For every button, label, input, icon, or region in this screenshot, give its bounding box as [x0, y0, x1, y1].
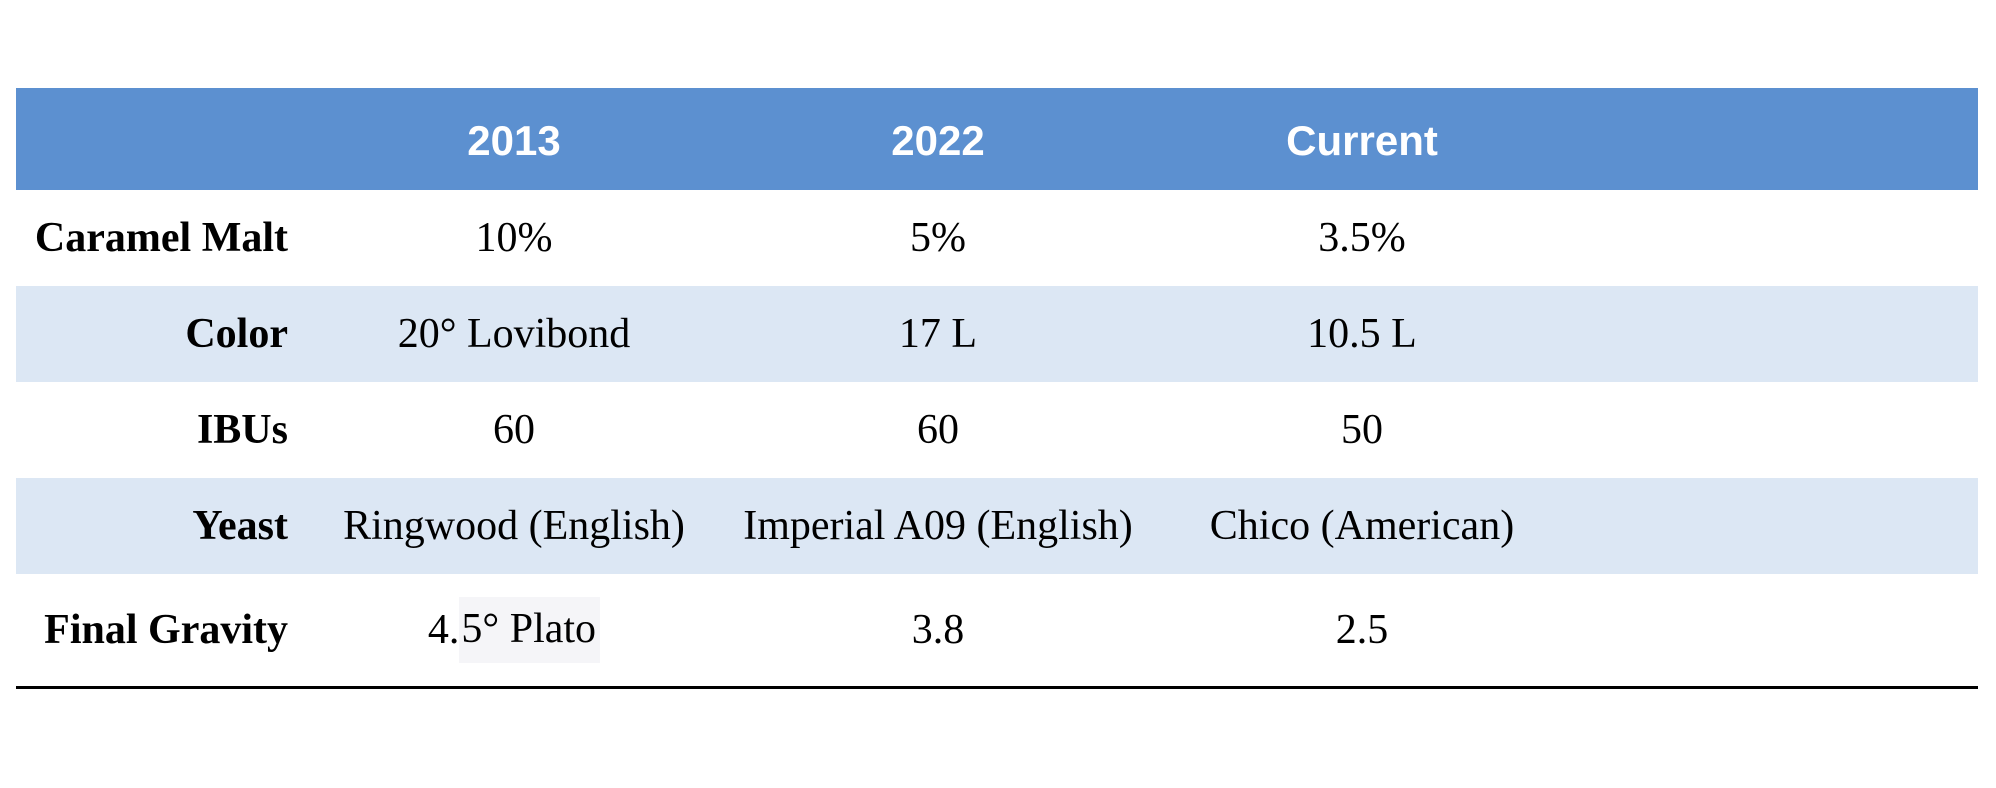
cell-caramel-malt-2013: 10%: [475, 215, 553, 261]
row-label-yeast: Yeast: [192, 503, 288, 549]
cell-color-2022: 17 L: [898, 311, 978, 357]
header-cell-current: Current: [1286, 117, 1438, 164]
table-row-final-gravity: Final Gravity 4. 5° Plato 3.8 2.5: [16, 574, 1978, 689]
comparison-table: 2013 2022 Current Caramel Malt 10% 5% 3.…: [16, 88, 1978, 689]
cell-ibus-2022: 60: [917, 407, 959, 453]
header-cell-trailing: [1574, 88, 1978, 190]
header-cell-2013: 2013: [467, 117, 561, 164]
header-cell-blank: [16, 88, 302, 190]
cell-ibus-current: 50: [1341, 407, 1383, 453]
row-label-color: Color: [185, 311, 288, 357]
row-label-final-gravity: Final Gravity: [44, 607, 288, 653]
cell-yeast-2013: Ringwood (English): [343, 503, 685, 549]
cell-final-gravity-2022: 3.8: [911, 607, 965, 653]
final-gravity-value-prefix: 4.: [427, 607, 460, 653]
cell-color-2013: 20° Lovibond: [397, 311, 631, 357]
cell-caramel-malt-current: 3.5%: [1318, 215, 1406, 261]
table-row-color: Color 20° Lovibond 17 L 10.5 L: [16, 286, 1978, 382]
cell-final-gravity-2013: 4. 5° Plato: [302, 574, 726, 686]
cell-yeast-2022: Imperial A09 (English): [743, 503, 1133, 549]
final-gravity-value-highlight: 5° Plato: [459, 597, 601, 663]
table-row-caramel-malt: Caramel Malt 10% 5% 3.5%: [16, 190, 1978, 286]
cell-final-gravity-current: 2.5: [1335, 607, 1389, 653]
cell-ibus-trailing: [1574, 382, 1978, 478]
table-row-yeast: Yeast Ringwood (English) Imperial A09 (E…: [16, 478, 1978, 574]
cell-yeast-current: Chico (American): [1209, 503, 1515, 549]
cell-final-gravity-trailing: [1574, 574, 1978, 686]
row-label-caramel-malt: Caramel Malt: [34, 215, 288, 261]
cell-ibus-2013: 60: [493, 407, 535, 453]
table-row-ibus: IBUs 60 60 50: [16, 382, 1978, 478]
cell-color-trailing: [1574, 286, 1978, 382]
cell-caramel-malt-trailing: [1574, 190, 1978, 286]
header-cell-2022: 2022: [891, 117, 985, 164]
cell-caramel-malt-2022: 5%: [910, 215, 966, 261]
table-header-row: 2013 2022 Current: [16, 88, 1978, 190]
cell-color-current: 10.5 L: [1307, 311, 1417, 357]
row-label-ibus: IBUs: [196, 407, 288, 453]
cell-yeast-trailing: [1574, 478, 1978, 574]
